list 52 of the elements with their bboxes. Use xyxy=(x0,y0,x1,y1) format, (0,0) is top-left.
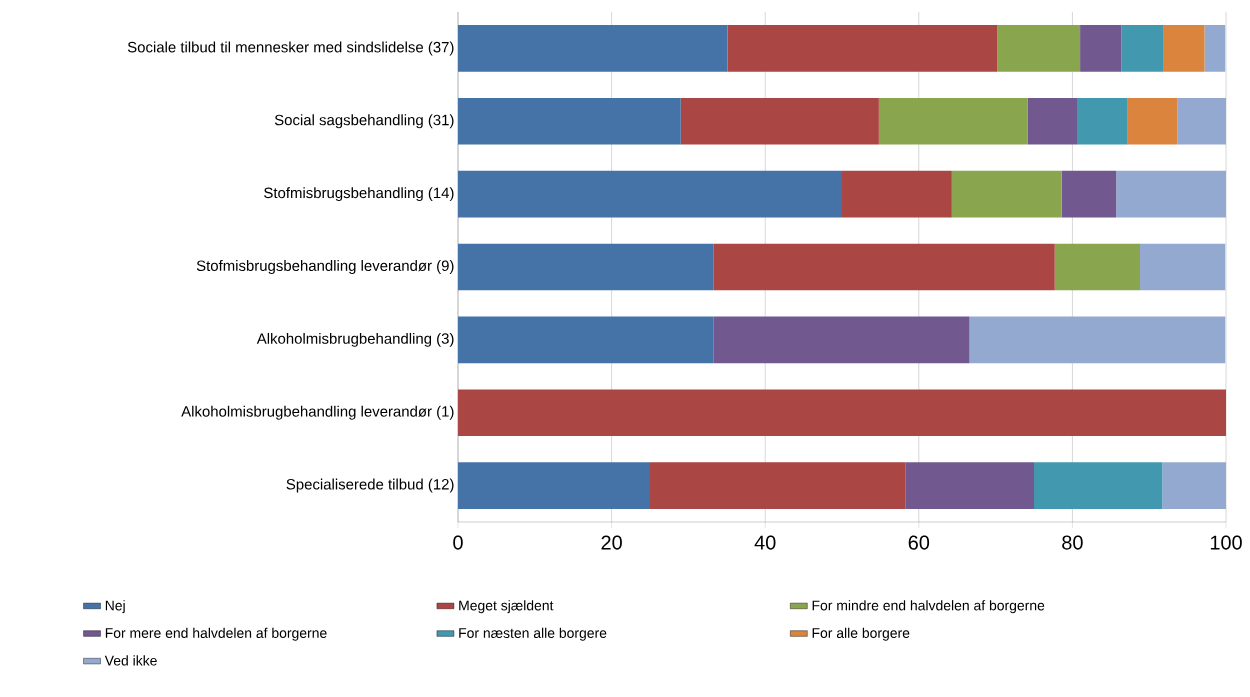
bar xyxy=(1204,25,1226,72)
bar xyxy=(1121,25,1164,72)
bar xyxy=(458,316,714,364)
y-tick-label: Stofmisbrugsbehandling leverandør (9) xyxy=(196,260,454,274)
y-tick-label: Sociale tilbud til mennesker med sindslidelse (37) xyxy=(127,41,454,56)
x-tick-label: 80 xyxy=(1062,535,1083,550)
bar xyxy=(969,316,1226,364)
bar xyxy=(1116,170,1227,218)
y-tick-label: Stofmisbrugsbehandling (14) xyxy=(264,187,454,202)
bar xyxy=(458,97,681,145)
legend-label: Nej xyxy=(105,600,125,614)
bar xyxy=(1163,25,1205,72)
bar xyxy=(650,462,906,509)
x-tick-label: 40 xyxy=(754,535,776,550)
bar xyxy=(997,25,1081,72)
x-tick-label: 0 xyxy=(453,535,463,550)
bar xyxy=(680,97,879,145)
bar xyxy=(1077,97,1128,145)
bar xyxy=(1034,462,1163,509)
y-tick-label: Alkoholmisbrugbehandling (3) xyxy=(256,332,454,347)
legend-label: Ved ikke xyxy=(104,655,157,666)
bar xyxy=(1061,170,1117,218)
legend-label: Meget sjældent xyxy=(459,600,554,614)
bar xyxy=(458,462,650,509)
bar xyxy=(1127,97,1178,145)
bar xyxy=(951,170,1062,218)
x-tick-label: 20 xyxy=(601,535,622,550)
bar xyxy=(1027,97,1078,145)
legend-label: For mere end halvdelen af borgerne xyxy=(105,627,327,641)
bar xyxy=(713,316,970,364)
bar xyxy=(458,389,1227,437)
bar xyxy=(1054,243,1140,291)
x-tick-label: 60 xyxy=(908,535,930,550)
bar xyxy=(458,170,842,218)
legend-label: For mindre end halvdelen af borgerne xyxy=(812,600,1045,614)
bar xyxy=(878,97,1028,145)
bar xyxy=(1139,243,1226,291)
x-tick-label: 100 xyxy=(1210,535,1242,550)
bar xyxy=(1080,25,1122,72)
bar xyxy=(1177,97,1227,145)
bar xyxy=(842,170,952,218)
y-tick-label: Social sagsbehandling (31) xyxy=(274,114,454,129)
bar xyxy=(727,25,998,72)
legend-label: For alle borgere xyxy=(812,627,910,641)
bar xyxy=(458,243,714,291)
bar xyxy=(905,462,1035,509)
bar xyxy=(713,243,1055,291)
y-tick-label: Alkoholmisbrugbehandling leverandør (1) xyxy=(181,405,454,420)
legend-label: For næsten alle borgere xyxy=(459,627,607,641)
bar xyxy=(1162,462,1227,509)
bar xyxy=(458,25,728,72)
y-tick-label: Specialiserede tilbud (12) xyxy=(286,478,454,493)
